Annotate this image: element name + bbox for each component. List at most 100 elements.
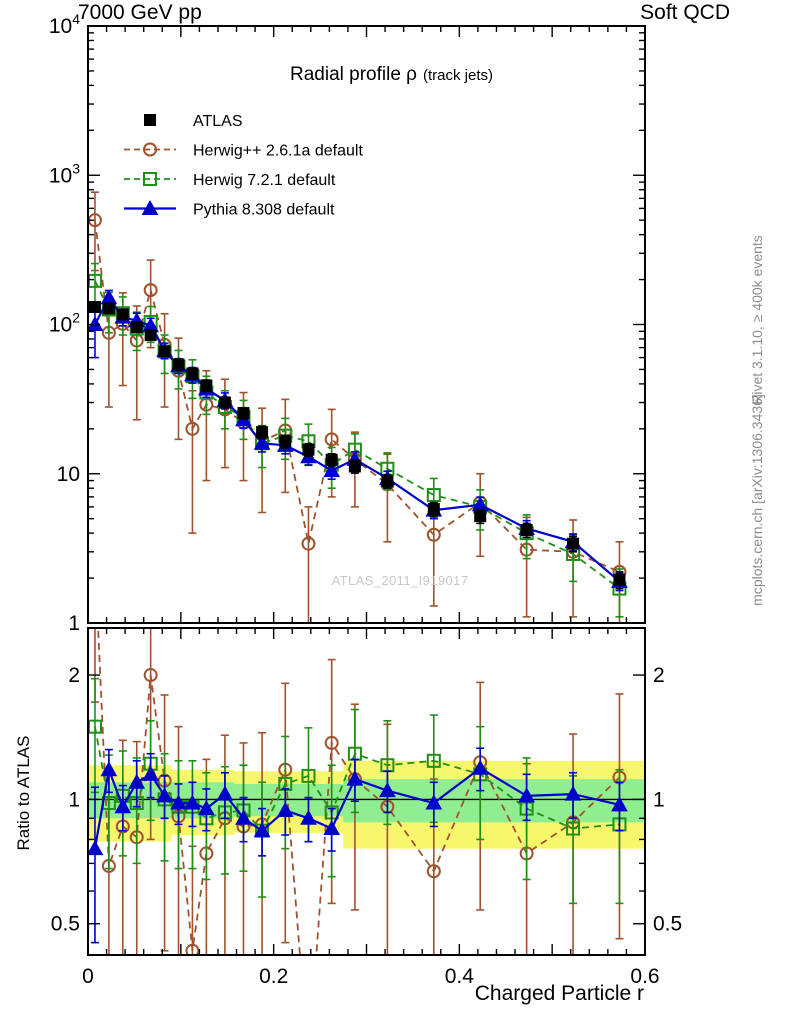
datapoint-marker bbox=[471, 759, 489, 775]
ratio-y-tick-label: 1 bbox=[68, 788, 80, 811]
datapoint-marker bbox=[426, 753, 441, 768]
header-right: Soft QCD bbox=[640, 1, 730, 24]
datapoint-marker bbox=[143, 283, 158, 298]
datapoint-marker bbox=[130, 321, 143, 334]
legend-marker bbox=[143, 142, 157, 157]
datapoint-marker bbox=[256, 426, 269, 439]
datapoint-marker bbox=[88, 300, 101, 313]
datapoint-marker bbox=[613, 573, 626, 586]
datapoint-marker bbox=[611, 796, 628, 812]
datapoint-marker bbox=[198, 800, 215, 816]
datapoint-marker bbox=[323, 820, 341, 836]
datapoint-marker bbox=[102, 302, 115, 315]
y-tick-label: 104 bbox=[49, 11, 80, 38]
legend-entry[interactable]: Pythia 8.308 default bbox=[124, 199, 335, 219]
errorbars bbox=[90, 289, 624, 592]
legend-label: Pythia 8.308 default bbox=[193, 202, 335, 219]
series-line bbox=[94, 280, 621, 590]
datapoint-marker bbox=[158, 345, 171, 358]
legend-marker bbox=[141, 199, 159, 215]
datapoint-marker bbox=[116, 308, 129, 321]
header-left: 7000 GeV pp bbox=[78, 1, 202, 24]
ratio-panel-data bbox=[88, 628, 628, 955]
datapoint-marker bbox=[185, 943, 200, 955]
datapoint-marker bbox=[425, 794, 443, 810]
datapoint-marker bbox=[474, 510, 487, 523]
datapoint-marker bbox=[114, 798, 132, 814]
datapoint-marker bbox=[237, 407, 250, 420]
y-tick-label: 1 bbox=[68, 612, 80, 635]
legend-label: ATLAS bbox=[193, 113, 243, 130]
datapoint-marker bbox=[185, 421, 200, 436]
ratio-y-tick-label: 2 bbox=[68, 664, 80, 687]
datapoint-marker bbox=[520, 523, 533, 536]
ratio-y-tick-label-right: 2 bbox=[653, 664, 665, 687]
x-tick-label: 0.4 bbox=[445, 965, 475, 988]
legend-entry[interactable]: Herwig++ 2.6.1a default bbox=[124, 142, 363, 160]
datapoint-marker bbox=[216, 785, 234, 801]
datapoint-marker bbox=[426, 488, 441, 503]
series-pythia bbox=[88, 747, 628, 944]
legend-entry[interactable]: ATLAS bbox=[144, 113, 243, 130]
legend-label: Herwig 7.2.1 default bbox=[193, 172, 336, 189]
ratio-y-tick-label-right: 1 bbox=[653, 788, 665, 811]
series-line bbox=[94, 220, 620, 573]
datapoint-marker bbox=[426, 864, 441, 879]
series-herwig bbox=[88, 191, 627, 623]
series-line bbox=[93, 765, 620, 849]
datapoint-marker bbox=[379, 782, 396, 798]
side-label-top: Rivet 3.1.10, ≥ 400k events bbox=[749, 235, 765, 405]
datapoint-marker bbox=[279, 435, 292, 448]
legend-marker bbox=[144, 114, 156, 126]
datapoint-marker bbox=[142, 765, 160, 781]
ratio-y-tick-label: 0.5 bbox=[51, 913, 80, 936]
datapoint-marker bbox=[200, 379, 213, 392]
series-herwig bbox=[88, 262, 627, 618]
main-panel-data bbox=[88, 191, 628, 623]
datapoint-marker bbox=[253, 434, 271, 450]
side-label-bottom: mcplots.cern.ch [arXiv:1306.3436] bbox=[749, 394, 765, 606]
series-line bbox=[93, 295, 621, 583]
datapoint-marker bbox=[323, 462, 341, 478]
errorbars bbox=[90, 262, 624, 618]
datapoint-marker bbox=[566, 821, 581, 836]
series-atlas bbox=[88, 300, 626, 590]
datapoint-marker bbox=[302, 443, 315, 456]
datapoint-marker bbox=[348, 460, 361, 473]
datapoint-marker bbox=[381, 475, 394, 488]
datapoint-marker bbox=[88, 840, 104, 856]
datapoint-marker bbox=[156, 787, 173, 803]
datapoint-marker bbox=[172, 358, 185, 371]
datapoint-marker bbox=[427, 503, 440, 516]
datapoint-marker bbox=[300, 809, 317, 825]
datapoint-marker bbox=[144, 329, 157, 342]
datapoint-marker bbox=[100, 761, 118, 777]
datapoint-marker bbox=[301, 768, 316, 783]
datapoint-marker bbox=[567, 537, 580, 550]
y-tick-label: 10 bbox=[57, 463, 80, 486]
legend-marker bbox=[143, 172, 157, 186]
datapoint-marker bbox=[518, 787, 535, 803]
plot-title-main: Radial profile ρ bbox=[290, 64, 417, 85]
datapoint-marker bbox=[426, 527, 441, 542]
plot-title: Radial profile ρ (track jets) bbox=[290, 64, 493, 85]
datapoint-marker bbox=[170, 794, 187, 810]
x-tick-label: 0 bbox=[82, 965, 94, 988]
legend: ATLAS Herwig++ 2.6.1a default Herwig 7.2.1… bbox=[124, 113, 363, 219]
datapoint-marker bbox=[276, 801, 294, 817]
watermark: ATLAS_2011_I919017 bbox=[332, 573, 469, 588]
legend-label: Herwig++ 2.6.1a default bbox=[193, 143, 363, 160]
datapoint-marker bbox=[128, 773, 146, 789]
ratio-y-axis-label: Ratio to ATLAS bbox=[14, 736, 33, 851]
datapoint-marker bbox=[143, 668, 158, 683]
datapoint-marker bbox=[88, 315, 104, 331]
datapoint-marker bbox=[218, 396, 231, 409]
y-tick-label: 102 bbox=[49, 310, 80, 337]
ratio-y-tick-label-right: 0.5 bbox=[653, 913, 682, 936]
datapoint-marker bbox=[324, 735, 339, 750]
legend-entry[interactable]: Herwig 7.2.1 default bbox=[124, 172, 336, 189]
datapoint-marker bbox=[324, 432, 339, 447]
datapoint-marker bbox=[346, 770, 364, 786]
